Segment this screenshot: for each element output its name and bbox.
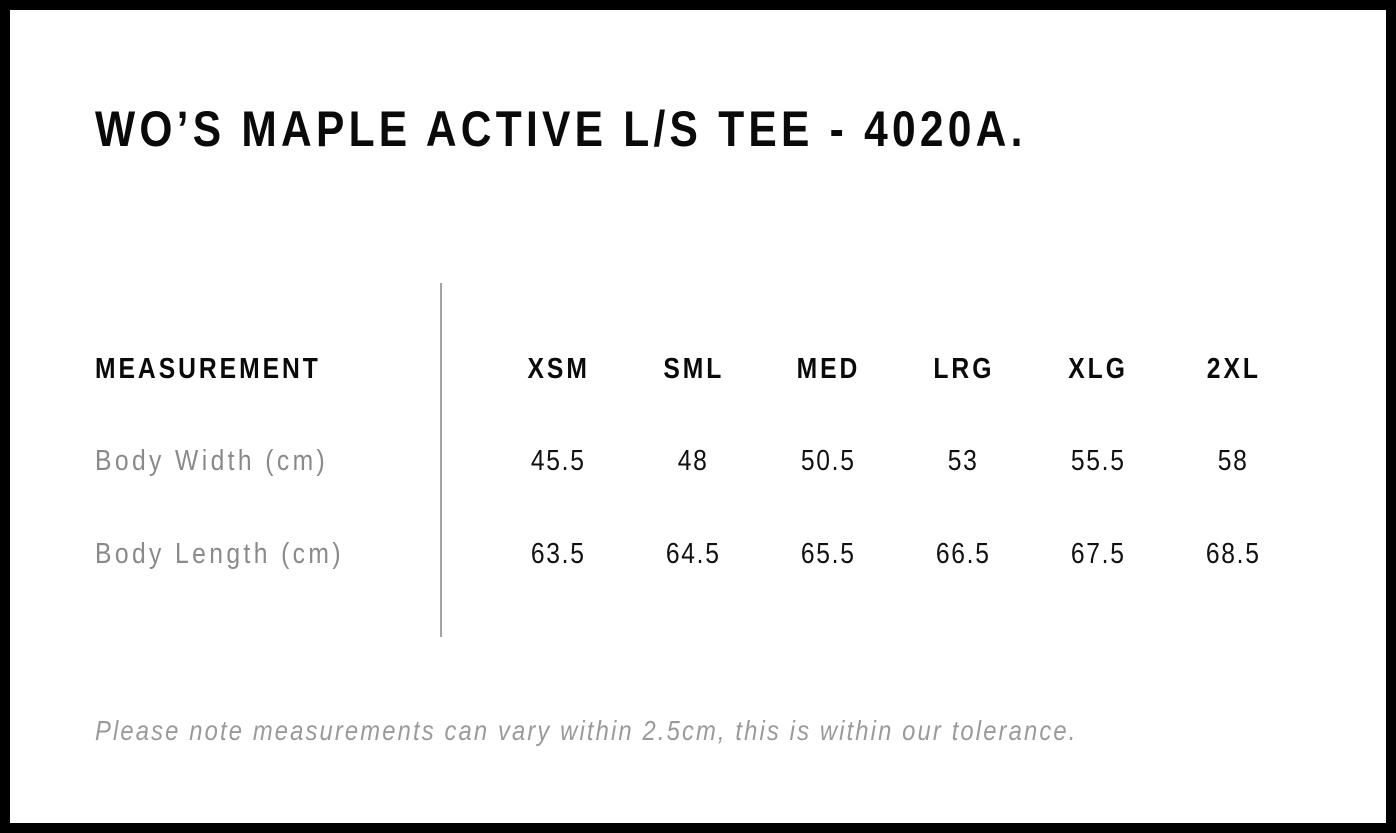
body-width-value-lrg: 53: [896, 441, 1031, 481]
size-column-header-sml: SML: [626, 349, 761, 389]
body-width-value-2xl: 58: [1166, 441, 1301, 481]
tolerance-note: Please note measurements can vary within…: [95, 711, 1251, 751]
body-width-value-xlg: 55.5: [1031, 441, 1166, 481]
size-column-header-2xl: 2XL: [1166, 349, 1301, 389]
cell-value-text: 45.5: [531, 445, 586, 477]
cell-value-text: 64.5: [666, 538, 721, 570]
page-title: WO’S MAPLE ACTIVE L/S TEE - 4020A.: [95, 104, 1191, 154]
table-row-body-length: Body Length (cm) 63.5 64.5 65.5 66.5 67.…: [95, 534, 1305, 574]
size-header-text-lrg: LRG: [933, 353, 994, 385]
table-header-row: MEASUREMENT XSM SML MED LRG XLG 2XL: [95, 349, 1305, 389]
page-title-text: WO’S MAPLE ACTIVE L/S TEE - 4020A.: [95, 101, 1027, 157]
cell-value-text: 58: [1218, 445, 1249, 477]
size-header-text-2xl: 2XL: [1206, 353, 1261, 385]
measurement-column-header: MEASUREMENT: [95, 349, 491, 389]
cell-value-text: 67.5: [1071, 538, 1126, 570]
cell-value-text: 48: [678, 445, 709, 477]
row-label-text: Body Length (cm): [95, 538, 344, 570]
body-width-value-sml: 48: [626, 441, 761, 481]
cell-value-text: 53: [948, 445, 979, 477]
body-length-value-2xl: 68.5: [1166, 534, 1301, 574]
body-length-value-xsm: 63.5: [491, 534, 626, 574]
size-header-text-sml: SML: [663, 353, 724, 385]
row-label-text: Body Width (cm): [95, 445, 329, 477]
size-column-header-xsm: XSM: [491, 349, 626, 389]
body-length-value-lrg: 66.5: [896, 534, 1031, 574]
size-column-header-lrg: LRG: [896, 349, 1031, 389]
table-row-body-width: Body Width (cm) 45.5 48 50.5 53 55.5 58: [95, 441, 1305, 481]
cell-value-text: 68.5: [1206, 538, 1261, 570]
body-width-value-xsm: 45.5: [491, 441, 626, 481]
body-length-value-xlg: 67.5: [1031, 534, 1166, 574]
cell-value-text: 66.5: [936, 538, 991, 570]
cell-value-text: 55.5: [1071, 445, 1126, 477]
column-divider-line: [440, 283, 442, 637]
tolerance-note-text: Please note measurements can vary within…: [95, 715, 1078, 746]
cell-value-text: 50.5: [801, 445, 856, 477]
size-header-text-xlg: XLG: [1068, 353, 1129, 385]
size-header-text-xsm: XSM: [527, 353, 590, 385]
body-width-value-med: 50.5: [761, 441, 896, 481]
body-length-value-med: 65.5: [761, 534, 896, 574]
body-length-value-sml: 64.5: [626, 534, 761, 574]
row-label-body-length: Body Length (cm): [95, 534, 491, 574]
size-header-text-med: MED: [796, 353, 861, 385]
measurement-header-text: MEASUREMENT: [95, 353, 321, 385]
cell-value-text: 63.5: [531, 538, 586, 570]
row-label-body-width: Body Width (cm): [95, 441, 491, 481]
cell-value-text: 65.5: [801, 538, 856, 570]
size-column-header-xlg: XLG: [1031, 349, 1166, 389]
size-column-header-med: MED: [761, 349, 896, 389]
